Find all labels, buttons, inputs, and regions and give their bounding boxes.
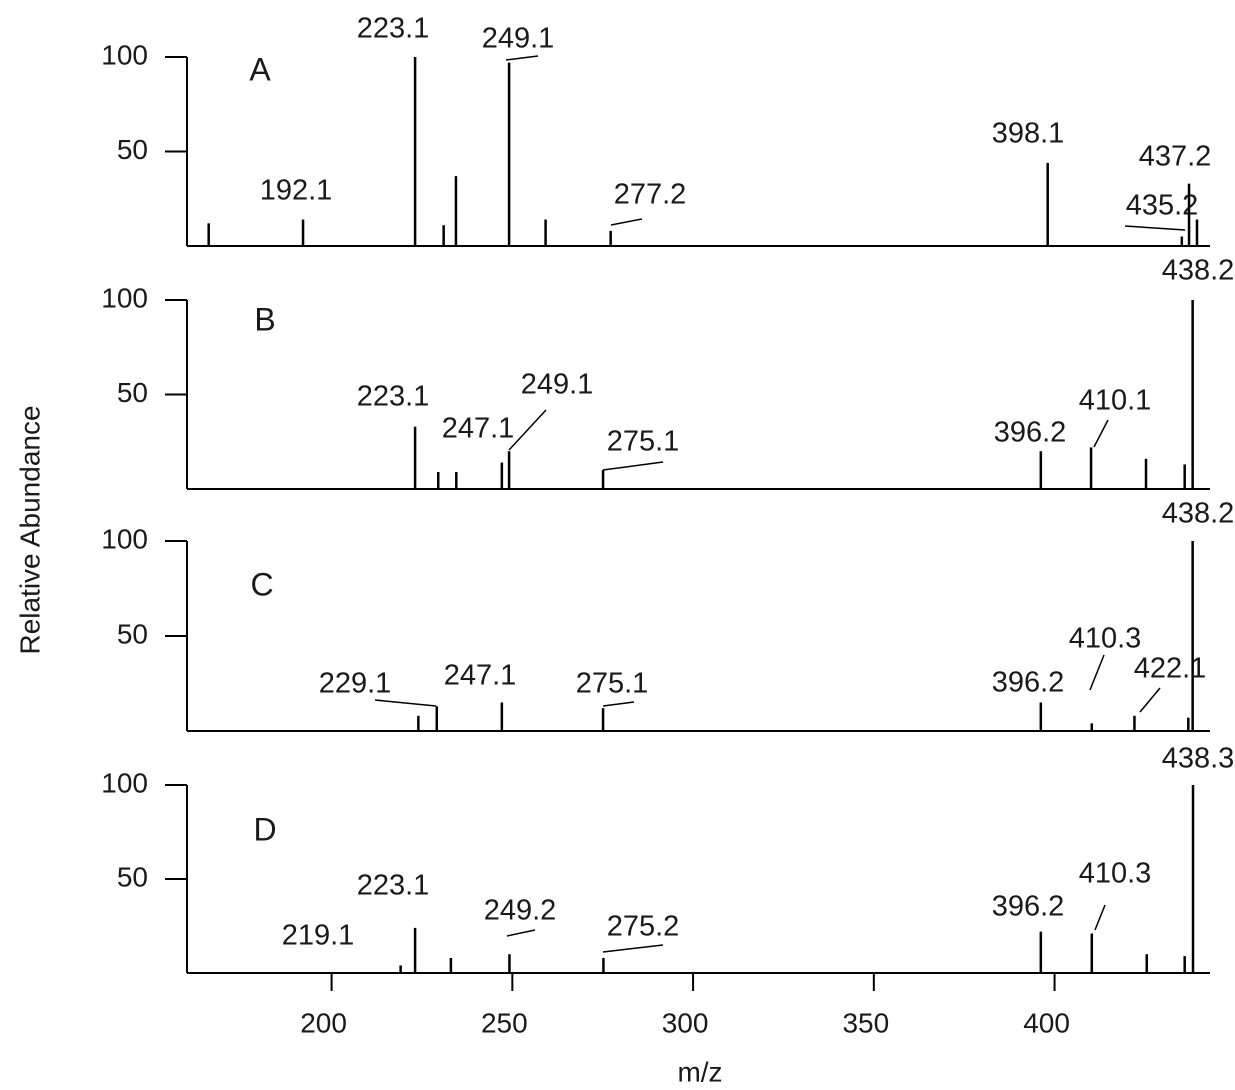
x-tick-label: 200 bbox=[300, 1007, 347, 1038]
y-tick-label: 100 bbox=[101, 39, 148, 70]
panel-label: D bbox=[253, 811, 276, 847]
peak-label: 396.2 bbox=[994, 417, 1067, 449]
leader-line bbox=[1089, 654, 1105, 691]
y-axis-title: Relative Abundance bbox=[14, 405, 45, 654]
y-tick-label: 100 bbox=[101, 523, 148, 554]
peak-label: 396.2 bbox=[992, 667, 1065, 699]
y-tick-label: 50 bbox=[117, 618, 148, 649]
peak-label: 247.1 bbox=[444, 660, 517, 692]
peak-label: 223.1 bbox=[357, 870, 430, 902]
leader-line bbox=[610, 218, 643, 226]
peak-label: 275.1 bbox=[607, 426, 680, 458]
y-tick-label: 50 bbox=[117, 134, 148, 165]
y-tick-label: 100 bbox=[101, 767, 148, 798]
peak-label: 275.1 bbox=[576, 668, 649, 700]
peak-label: 249.1 bbox=[482, 23, 555, 55]
peak-label: 219.1 bbox=[282, 920, 355, 952]
x-axis-title: m/z bbox=[677, 1056, 722, 1087]
leader-line bbox=[374, 699, 437, 707]
peak-label: 277.2 bbox=[614, 179, 687, 211]
peak-label: 275.2 bbox=[607, 911, 680, 943]
panel-label: A bbox=[249, 51, 271, 87]
peak-label: 410.1 bbox=[1079, 385, 1152, 417]
leader-line bbox=[1124, 225, 1186, 231]
leader-line bbox=[602, 944, 664, 953]
peak-label: 249.2 bbox=[484, 895, 557, 927]
leader-line bbox=[602, 461, 664, 471]
peak-label: 410.3 bbox=[1079, 858, 1152, 890]
peak-label: 438.2 bbox=[1162, 255, 1235, 287]
y-tick-label: 100 bbox=[101, 282, 148, 313]
leader-line bbox=[1093, 419, 1109, 448]
peak-label: 398.1 bbox=[992, 118, 1065, 150]
peak-label: 396.2 bbox=[992, 891, 1065, 923]
leader-line bbox=[506, 929, 536, 937]
peak-label: 410.3 bbox=[1069, 623, 1142, 655]
y-tick-label: 50 bbox=[117, 861, 148, 892]
peak-label: 223.1 bbox=[357, 13, 430, 45]
peak-label: 422.1 bbox=[1134, 653, 1207, 685]
peak-label: 229.1 bbox=[319, 668, 392, 700]
x-tick-label: 300 bbox=[662, 1007, 709, 1038]
peak-label: 438.2 bbox=[1162, 498, 1235, 530]
panel-label: B bbox=[254, 301, 275, 337]
x-tick-label: 250 bbox=[481, 1007, 528, 1038]
peak-label: 223.1 bbox=[357, 381, 430, 413]
leader-line bbox=[1139, 687, 1161, 713]
peak-label: 437.2 bbox=[1139, 141, 1212, 173]
leader-line bbox=[602, 701, 635, 707]
leader-line bbox=[1094, 904, 1106, 931]
peak-label: 438.3 bbox=[1162, 743, 1235, 775]
peak-label: 435.2 bbox=[1126, 190, 1199, 222]
leader-line bbox=[505, 55, 539, 61]
peak-label: 249.1 bbox=[521, 369, 594, 401]
x-tick-label: 350 bbox=[842, 1007, 889, 1038]
peak-label: 192.1 bbox=[260, 175, 333, 207]
peak-label: 247.1 bbox=[442, 413, 515, 445]
y-tick-label: 50 bbox=[117, 377, 148, 408]
x-tick-label: 400 bbox=[1023, 1007, 1070, 1038]
leader-line bbox=[508, 409, 547, 451]
panel-label: C bbox=[250, 566, 273, 602]
